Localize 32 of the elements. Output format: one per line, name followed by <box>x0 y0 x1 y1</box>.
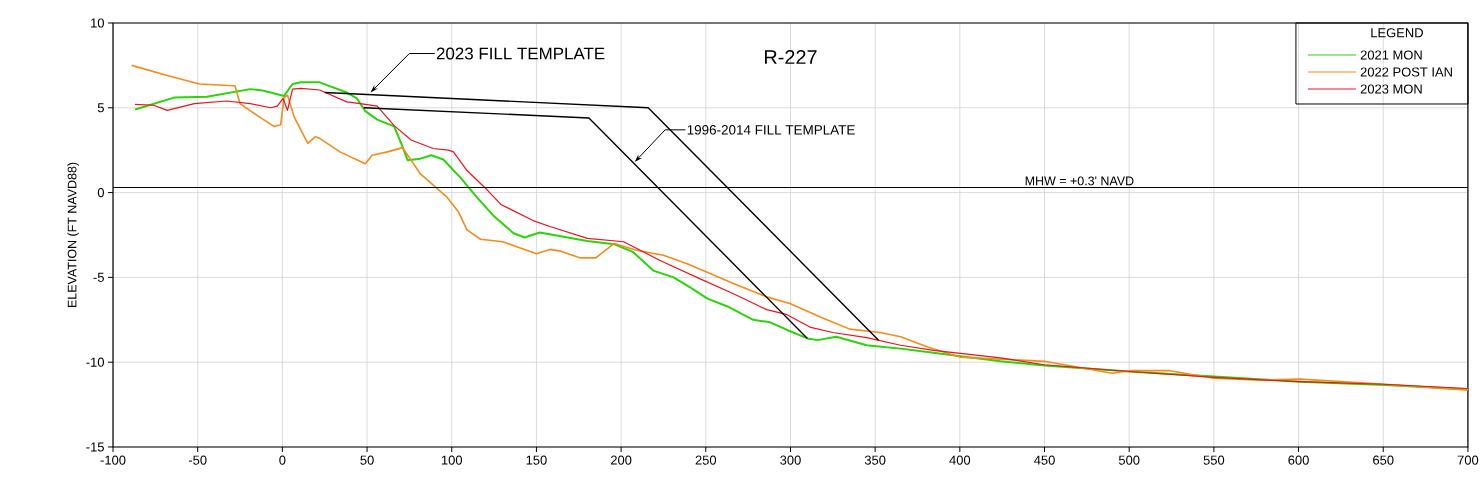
ref-line-label: MHW = +0.3' NAVD <box>1025 176 1134 186</box>
y-tick-label: 5 <box>97 103 104 113</box>
x-tick-label: 650 <box>1373 455 1394 465</box>
x-tick-label: 150 <box>526 455 547 465</box>
x-tick-label: 450 <box>1034 455 1055 465</box>
x-tick-label: 200 <box>610 455 632 465</box>
x-tick-label: 300 <box>780 455 801 465</box>
annotation: 1996-2014 FILL TEMPLATE <box>687 125 855 135</box>
x-tick-label: 400 <box>949 455 971 465</box>
x-tick-label: 50 <box>360 455 374 465</box>
x-tick-label: 250 <box>695 455 717 465</box>
legend-label: 2022 POST IAN <box>1360 67 1452 77</box>
x-tick-label: -50 <box>188 455 207 465</box>
x-tick-label: 700 <box>1457 455 1479 465</box>
x-tick-label: 550 <box>1203 455 1225 465</box>
y-tick-label: -5 <box>93 272 104 282</box>
text: R-227 <box>764 49 817 64</box>
legend-label: 2021 MON <box>1360 50 1422 60</box>
y-tick-label: 0 <box>97 188 104 198</box>
annotation: 2023 FILL TEMPLATE <box>436 47 605 60</box>
x-tick-label: 0 <box>279 455 286 465</box>
legend-title: LEGEND <box>1371 28 1423 38</box>
y-axis-title: ELEVATION (FT NAVD88) <box>67 162 79 307</box>
y-tick-label: 10 <box>91 18 104 28</box>
y-tick-label: -10 <box>86 357 104 367</box>
x-tick-label: 600 <box>1288 455 1309 465</box>
legend-label: 2023 MON <box>1360 84 1422 94</box>
x-tick-label: 100 <box>441 455 463 465</box>
x-tick-label: 500 <box>1118 455 1140 465</box>
x-tick-label: 350 <box>864 455 886 465</box>
y-tick-label: -15 <box>86 442 104 452</box>
x-tick-label: -100 <box>100 455 126 465</box>
